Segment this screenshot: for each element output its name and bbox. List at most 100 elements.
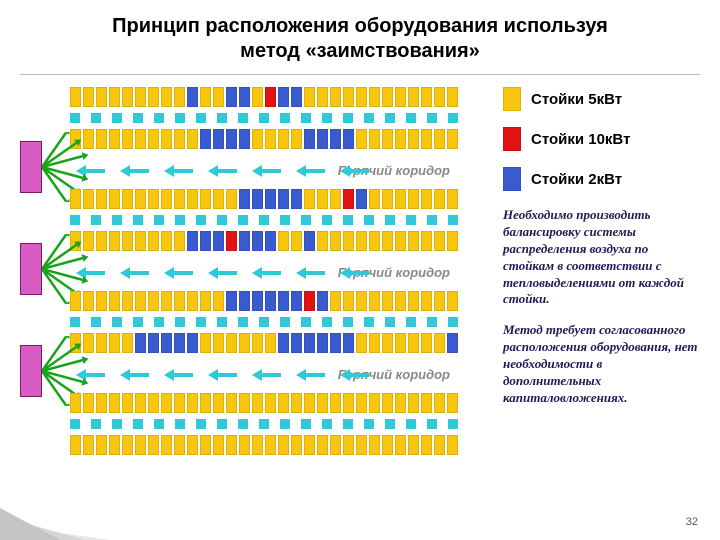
rack-cell — [200, 189, 211, 209]
rack-cell — [252, 87, 263, 107]
cooling-tile — [196, 215, 206, 225]
cooling-tile — [175, 317, 185, 327]
cooling-tile — [217, 215, 227, 225]
air-arrow-icon — [164, 166, 194, 176]
page-number: 32 — [686, 516, 698, 528]
rack-cell — [382, 87, 393, 107]
cooling-tile — [448, 215, 458, 225]
air-arrow-icon — [296, 166, 326, 176]
rack-cell — [304, 333, 315, 353]
rack-cell — [200, 393, 211, 413]
note-text: Необходимо производить балансировку сист… — [503, 207, 700, 308]
cooling-tile — [322, 317, 332, 327]
cooling-tile — [364, 317, 374, 327]
rack-cell — [447, 129, 458, 149]
rack-cell — [278, 393, 289, 413]
rack-cell — [122, 393, 133, 413]
rack-cell — [291, 189, 302, 209]
rack-cell — [239, 333, 250, 353]
legend-item: Стойки 10кВт — [503, 127, 700, 151]
rack-cell — [395, 87, 406, 107]
air-arrow-icon — [340, 370, 370, 380]
rack-cell — [382, 435, 393, 455]
rack-cell — [434, 393, 445, 413]
air-arrow-row — [76, 268, 370, 278]
rack-cell — [356, 333, 367, 353]
rack-cell — [343, 393, 354, 413]
legend-item: Стойки 2кВт — [503, 167, 700, 191]
cooling-tile — [343, 113, 353, 123]
air-arrow-icon — [296, 370, 326, 380]
rack-cell — [213, 291, 224, 311]
rack-cell — [317, 291, 328, 311]
rack-cell — [161, 333, 172, 353]
rack-cell — [343, 129, 354, 149]
rack-cell — [109, 87, 120, 107]
rack-cell — [356, 129, 367, 149]
air-arrow-icon — [296, 268, 326, 278]
rack-cell — [200, 231, 211, 251]
rack-cell — [70, 189, 81, 209]
rack-cell — [265, 189, 276, 209]
rack-cell — [96, 189, 107, 209]
rack-cell — [252, 129, 263, 149]
rack-cell — [174, 189, 185, 209]
cooling-tile — [196, 317, 206, 327]
rack-cell — [187, 189, 198, 209]
rack-cell — [109, 333, 120, 353]
cooling-tile — [175, 215, 185, 225]
rack-cell — [226, 291, 237, 311]
air-arrow-icon — [120, 166, 150, 176]
divider — [20, 74, 700, 75]
rack-cell — [122, 333, 133, 353]
rack-cell — [122, 231, 133, 251]
cooling-tile — [112, 113, 122, 123]
cooling-tile — [70, 317, 80, 327]
rack-cell — [304, 87, 315, 107]
air-arrow-icon — [208, 370, 238, 380]
note-text: Метод требует согласованного расположени… — [503, 322, 700, 406]
rack-cell — [369, 435, 380, 455]
cooling-tile — [91, 419, 101, 429]
air-arrow-icon — [164, 268, 194, 278]
rack-cell — [330, 129, 341, 149]
air-arrow-icon — [120, 370, 150, 380]
page-title: Принцип расположения оборудования исполь… — [20, 14, 700, 64]
rack-cell — [135, 129, 146, 149]
rack-cell — [70, 291, 81, 311]
rack-cell — [291, 393, 302, 413]
rack-cell — [135, 435, 146, 455]
cooling-tile — [217, 317, 227, 327]
rack-cell — [161, 393, 172, 413]
cooling-tile — [343, 317, 353, 327]
air-arrow-icon — [340, 268, 370, 278]
rack-cell — [187, 291, 198, 311]
cooling-tile — [427, 419, 437, 429]
rack-cell — [109, 291, 120, 311]
rack-cell — [252, 291, 263, 311]
rack-cell — [408, 435, 419, 455]
rack-cell — [122, 291, 133, 311]
rack-cell — [239, 393, 250, 413]
rack-cell — [226, 87, 237, 107]
rack-cell — [291, 435, 302, 455]
cooling-tile — [112, 317, 122, 327]
rack-cell — [447, 189, 458, 209]
title-line1: Принцип расположения оборудования исполь… — [112, 15, 608, 37]
cooling-tile — [217, 113, 227, 123]
rack-cell — [252, 393, 263, 413]
rack-cell — [265, 129, 276, 149]
rack-cell — [317, 333, 328, 353]
rack-cell — [96, 393, 107, 413]
rack-cell — [213, 189, 224, 209]
rack-row — [70, 189, 458, 209]
rack-cell — [330, 435, 341, 455]
cooling-tile — [385, 215, 395, 225]
cooling-row — [70, 317, 458, 327]
air-arrow-icon — [252, 268, 282, 278]
rack-cell — [213, 87, 224, 107]
cooling-tile — [175, 113, 185, 123]
cooling-tile — [385, 113, 395, 123]
cooling-tile — [343, 419, 353, 429]
rack-cell — [265, 333, 276, 353]
